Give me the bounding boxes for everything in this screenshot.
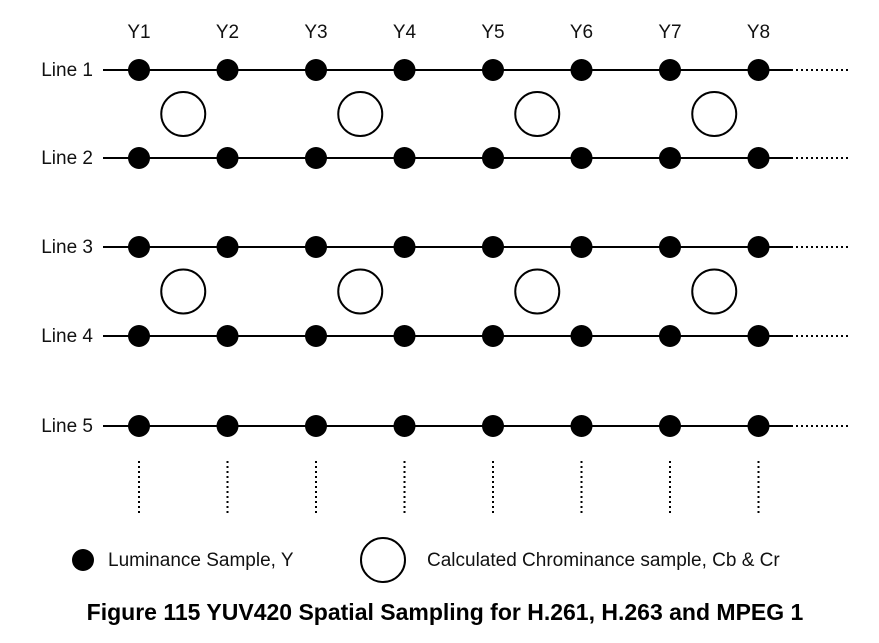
line-label-1: Line 1	[41, 60, 93, 81]
luminance-sample	[216, 325, 239, 347]
luminance-sample	[659, 147, 681, 169]
chrominance-sample	[160, 91, 207, 137]
column-header-y5: Y5	[481, 22, 504, 43]
luminance-sample	[747, 236, 770, 258]
luminance-sample	[482, 147, 504, 169]
chrominance-samples	[160, 91, 738, 315]
column-header-y8: Y8	[747, 22, 770, 43]
chrominance-sample	[691, 91, 738, 137]
line-label-3: Line 3	[41, 237, 93, 258]
luminance-sample	[128, 59, 150, 81]
column-header-y4: Y4	[393, 22, 417, 43]
luminance-sample	[393, 59, 416, 81]
luminance-sample	[305, 415, 327, 437]
sampling-lines: Line 1 Line 2 Line 3 Line 4 Line 5	[41, 59, 848, 437]
column-headers: Y1 Y2 Y3 Y4 Y5 Y6 Y7 Y8	[127, 22, 770, 43]
luminance-sample	[747, 325, 770, 347]
luminance-sample	[128, 236, 150, 258]
luminance-sample	[747, 415, 770, 437]
luminance-sample	[659, 325, 681, 347]
luminance-sample	[305, 236, 327, 258]
luminance-sample	[305, 325, 327, 347]
luminance-sample	[216, 59, 239, 81]
luminance-sample	[570, 236, 593, 258]
legend-luminance-label: Luminance Sample, Y	[108, 550, 294, 571]
vertical-continuation-marks	[138, 461, 760, 516]
luminance-sample	[570, 147, 593, 169]
chrominance-sample	[514, 91, 561, 137]
column-header-y1: Y1	[127, 22, 150, 43]
luminance-sample	[216, 147, 239, 169]
luminance-sample	[747, 147, 770, 169]
column-header-y2: Y2	[216, 22, 239, 43]
legend-chrominance-icon	[360, 537, 406, 583]
line-row-5: Line 5	[41, 415, 848, 437]
line-label-2: Line 2	[41, 148, 93, 169]
line-label-4: Line 4	[41, 326, 93, 347]
luminance-sample	[393, 236, 416, 258]
legend: Luminance Sample, Y Calculated Chrominan…	[72, 537, 780, 583]
legend-chrominance-label: Calculated Chrominance sample, Cb & Cr	[427, 550, 780, 571]
luminance-sample	[128, 325, 150, 347]
luminance-sample	[659, 236, 681, 258]
chrominance-sample	[160, 268, 207, 315]
chrominance-sample	[514, 268, 561, 315]
luminance-sample	[128, 147, 150, 169]
luminance-sample	[393, 325, 416, 347]
luminance-sample	[659, 59, 681, 81]
luminance-sample	[482, 59, 504, 81]
luminance-sample	[216, 415, 239, 437]
luminance-sample	[393, 415, 416, 437]
line-row-1: Line 1	[41, 59, 848, 81]
luminance-sample	[659, 415, 681, 437]
luminance-sample	[747, 59, 770, 81]
line-row-3: Line 3	[41, 236, 848, 258]
line-label-5: Line 5	[41, 416, 93, 437]
column-header-y6: Y6	[570, 22, 593, 43]
luminance-sample	[393, 147, 416, 169]
luminance-sample	[570, 59, 593, 81]
luminance-sample	[482, 415, 504, 437]
line-row-2: Line 2	[41, 147, 848, 169]
luminance-sample	[570, 415, 593, 437]
luminance-sample	[482, 325, 504, 347]
figure-caption: Figure 115 YUV420 Spatial Sampling for H…	[87, 599, 804, 625]
column-header-y3: Y3	[304, 22, 327, 43]
luminance-sample	[216, 236, 239, 258]
line-row-4: Line 4	[41, 325, 848, 347]
chrominance-sample	[337, 268, 384, 315]
column-header-y7: Y7	[658, 22, 681, 43]
luminance-sample	[128, 415, 150, 437]
legend-luminance-icon	[72, 549, 94, 571]
luminance-sample	[482, 236, 504, 258]
luminance-sample	[570, 325, 593, 347]
chrominance-sample	[337, 91, 384, 137]
chrominance-sample	[691, 268, 738, 315]
luminance-sample	[305, 59, 327, 81]
luminance-sample	[305, 147, 327, 169]
